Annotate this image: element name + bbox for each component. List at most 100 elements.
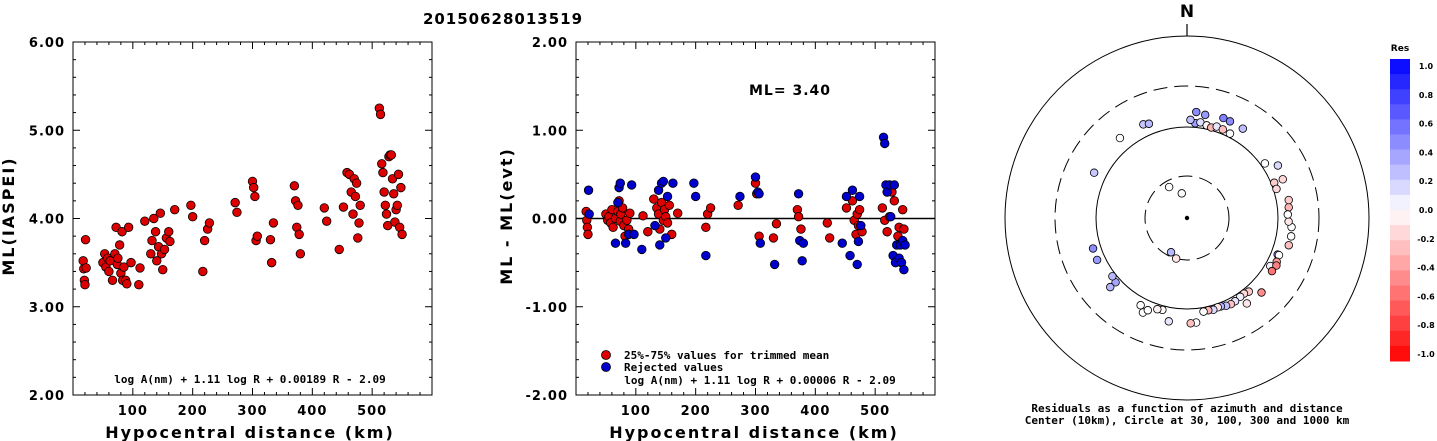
colorbar-tick-label: -0.2	[1417, 235, 1435, 244]
data-point	[853, 236, 864, 247]
data-point	[350, 191, 361, 202]
data-point	[104, 266, 114, 277]
data-point	[378, 167, 388, 178]
colorbar-cell	[1390, 330, 1410, 347]
data-point	[293, 200, 303, 210]
data-point	[608, 222, 618, 233]
data-point	[658, 176, 669, 187]
y-tick-label: -2.00	[526, 389, 568, 404]
data-point	[583, 185, 594, 195]
y-tick-label: 1.00	[532, 124, 568, 139]
residual-point	[1199, 307, 1208, 316]
colorbar-cell	[1390, 59, 1410, 75]
data-point	[164, 227, 174, 237]
data-point	[134, 279, 144, 290]
data-point	[122, 279, 132, 289]
data-point	[897, 204, 908, 215]
data-point	[610, 238, 621, 248]
colorbar-cell	[1390, 270, 1410, 286]
data-point	[880, 138, 890, 149]
data-point	[584, 209, 594, 219]
colorbar-cell	[1390, 164, 1410, 181]
colorbar-cell	[1390, 255, 1410, 271]
data-point	[856, 220, 866, 231]
colorbar-cell	[1390, 240, 1410, 256]
x-tick-label: 200	[178, 404, 208, 419]
ring-1000km	[1004, 35, 1370, 401]
data-point	[119, 262, 129, 272]
residual-point	[1186, 319, 1195, 328]
data-point	[837, 238, 847, 248]
data-point	[638, 211, 648, 221]
data-point	[232, 207, 242, 218]
residual-point	[1242, 299, 1252, 308]
data-point	[266, 257, 277, 268]
data-point	[199, 235, 210, 246]
residual-point	[1144, 119, 1154, 128]
colorbar-tick-label: -0.8	[1417, 321, 1435, 330]
residual-point	[1225, 129, 1235, 138]
ring-100km	[1095, 126, 1279, 310]
data-point	[769, 259, 780, 270]
data-point	[198, 266, 208, 277]
residual-point	[1219, 113, 1228, 123]
y-tick-label: 3.00	[29, 301, 65, 316]
data-point	[613, 197, 623, 208]
data-point	[81, 263, 91, 273]
legend-label-rejected: Rejected values	[624, 361, 723, 374]
data-point	[334, 244, 344, 255]
residual-point	[1284, 203, 1293, 212]
residual-point	[1164, 182, 1174, 192]
colorbar-cell	[1390, 149, 1410, 166]
residual-point	[1286, 232, 1296, 241]
residual-point	[1257, 288, 1266, 297]
data-point	[135, 263, 145, 273]
data-point	[668, 178, 678, 188]
colorbar-cell	[1390, 89, 1410, 105]
colorbar-cell	[1390, 285, 1410, 302]
y-axis-label: ML - ML(evt)	[497, 147, 516, 285]
data-point	[841, 191, 852, 202]
data-point	[265, 234, 276, 245]
residual-point	[1273, 161, 1283, 170]
residual-vs-distance-panel: -2.00 -1.00 0.00 1.00 2.00 100 200 300 400 500 H…	[497, 36, 936, 441]
data-point	[854, 191, 865, 202]
residual-point	[1177, 189, 1186, 198]
x-tick-label: 300	[237, 404, 267, 419]
residual-point	[1092, 255, 1102, 265]
data-point	[793, 212, 804, 222]
data-point	[824, 233, 835, 243]
data-point	[854, 204, 865, 215]
data-point	[338, 202, 349, 212]
magnitude-vs-distance-panel: 2.00 3.00 4.00 5.00 6.00 100 200 300 400 500 Hyp…	[0, 36, 433, 441]
data-point	[583, 229, 593, 240]
legend-label-trimmed: 25%-75% values for trimmed mean	[624, 349, 829, 362]
colorbar-tick-label: 1.0	[1419, 62, 1434, 71]
colorbar: Res 1.0 0.8 0.6 0.4 0.2 0.0 -0.2 -0.4 -0.6 -0.8 -1…	[1390, 44, 1435, 362]
y-tick-labels: -2.00 -1.00 0.00 1.00 2.00	[526, 36, 568, 404]
data-point	[626, 180, 637, 190]
center-dot	[1184, 215, 1190, 221]
data-point	[152, 256, 162, 266]
data-point	[625, 208, 635, 218]
data-point	[650, 220, 660, 231]
data-point	[705, 203, 716, 213]
north-label: N	[1180, 2, 1194, 22]
colorbar-cell	[1390, 134, 1410, 151]
residual-point	[1115, 133, 1125, 143]
data-point	[159, 244, 170, 255]
x-axis-label: Hypocentral distance (km)	[105, 423, 395, 441]
data-point	[615, 178, 625, 188]
colorbar-tick-label: 0.8	[1419, 91, 1434, 100]
data-point	[661, 233, 671, 243]
residual-point	[1192, 107, 1201, 117]
data-point	[351, 178, 362, 188]
residual-point	[1108, 272, 1117, 281]
data-point	[386, 150, 397, 160]
data-point	[381, 209, 392, 219]
data-points	[1088, 107, 1296, 328]
data-point	[230, 197, 240, 208]
x-tick-label: 300	[740, 404, 770, 419]
data-point	[845, 250, 855, 261]
